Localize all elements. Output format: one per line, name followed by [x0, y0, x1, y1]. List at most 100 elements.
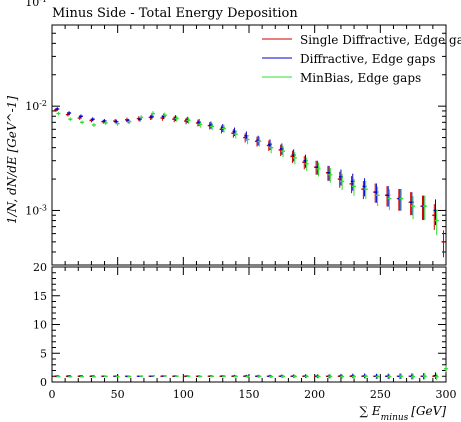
- data-point: [127, 119, 132, 124]
- ratio-point: [221, 375, 226, 378]
- y-tick-label: 10-3: [25, 203, 47, 218]
- ratio-point: [245, 375, 250, 378]
- ratio-point: [269, 375, 274, 378]
- ratio-point: [375, 374, 380, 380]
- data-point: [281, 145, 286, 158]
- ratio-point: [115, 375, 120, 378]
- data-point: [363, 181, 368, 200]
- data-point: [174, 115, 179, 122]
- data-point: [221, 124, 226, 133]
- ratio-y-tick-label: 20: [33, 261, 47, 274]
- main-series: [54, 107, 446, 258]
- ratio-point: [127, 375, 132, 378]
- ratio-point: [151, 374, 156, 377]
- ratio-point: [210, 375, 215, 378]
- data-point: [55, 107, 60, 111]
- data-point: [67, 111, 72, 115]
- chart-title: Minus Side - Total Energy Deposition: [52, 6, 298, 21]
- data-point: [245, 135, 250, 145]
- ratio-point: [198, 375, 203, 378]
- ratio-y-tick-label: 5: [40, 347, 47, 360]
- x-tick-label: 50: [111, 388, 125, 401]
- y-axis-label: 1/N, dN/dE [GeV^-1]: [5, 96, 19, 224]
- data-point: [115, 121, 120, 126]
- data-point: [149, 114, 154, 120]
- legend-entry: MinBias, Edge gaps: [300, 71, 421, 85]
- main-panel: 10-3 10-2 10-1 Single Diffractive, Edge ga…: [5, 0, 461, 266]
- legend-entry: Diffractive, Edge gaps: [300, 52, 435, 66]
- data-point: [340, 174, 345, 191]
- ratio-point: [399, 373, 404, 380]
- ratio-point: [328, 374, 333, 379]
- data-point: [186, 117, 191, 124]
- ratio-point: [340, 374, 345, 379]
- data-point: [399, 189, 404, 211]
- data-point: [91, 123, 96, 127]
- data-point: [139, 115, 144, 120]
- ratio-point: [233, 375, 238, 378]
- ratio-y-tick-label: 0: [40, 376, 47, 389]
- data-point: [387, 189, 392, 210]
- data-point: [269, 142, 274, 154]
- legend-entry: Single Diffractive, Edge gaps: [300, 33, 461, 47]
- data-point: [68, 117, 73, 122]
- data-point: [375, 186, 380, 206]
- ratio-point: [387, 373, 392, 380]
- data-point: [441, 230, 446, 258]
- x-tick-label: 200: [304, 388, 325, 401]
- ratio-point: [103, 375, 108, 378]
- ratio-point: [422, 373, 427, 380]
- data-point: [90, 117, 95, 122]
- data-point: [210, 122, 215, 131]
- ratio-point: [162, 375, 167, 377]
- ratio-frame: [51, 266, 447, 383]
- ratio-point: [292, 374, 297, 379]
- data-point: [233, 130, 238, 139]
- data-point: [434, 209, 439, 236]
- data-point: [292, 152, 297, 165]
- x-tick-label: 250: [370, 388, 391, 401]
- series-2: [56, 111, 439, 236]
- x-tick-label: 150: [239, 388, 260, 401]
- data-point: [351, 178, 356, 196]
- y-tick-label: 10-2: [25, 99, 47, 114]
- ratio-y-tick-label: 15: [33, 290, 47, 303]
- ratio-point: [281, 374, 286, 378]
- ratio-point: [186, 375, 191, 378]
- ratio-point: [443, 365, 448, 373]
- legend: Single Diffractive, Edge gaps Diffractive…: [262, 33, 461, 85]
- data-point: [198, 121, 203, 128]
- data-point: [411, 196, 416, 220]
- ratio-point: [174, 375, 179, 378]
- ratio-point: [91, 376, 96, 378]
- data-point: [151, 111, 156, 117]
- ratio-series-2: [56, 365, 448, 381]
- x-axis-label: ∑ Eminus [GeV]: [360, 404, 447, 422]
- ratio-series: [54, 365, 448, 381]
- ratio-y-tick-label: 10: [33, 319, 47, 332]
- y-tick-label: 10-1: [25, 0, 47, 9]
- ratio-point: [316, 374, 321, 379]
- ratio-point: [257, 374, 262, 378]
- ratio-point: [304, 374, 309, 379]
- ratio-point: [80, 376, 85, 378]
- data-point: [422, 195, 427, 220]
- data-point: [56, 111, 61, 116]
- data-point: [162, 112, 167, 118]
- data-point: [304, 157, 309, 171]
- ratio-point: [56, 376, 61, 378]
- series-0: [54, 108, 446, 258]
- data-point: [316, 162, 321, 177]
- ratio-point: [363, 373, 368, 379]
- ratio-point: [411, 373, 416, 380]
- data-point: [328, 167, 333, 183]
- ratio-point: [434, 373, 439, 381]
- data-point: [80, 120, 85, 125]
- ratio-point: [139, 375, 144, 377]
- x-tick-label: 300: [436, 388, 457, 401]
- data-point: [257, 136, 262, 147]
- data-point: [103, 121, 108, 126]
